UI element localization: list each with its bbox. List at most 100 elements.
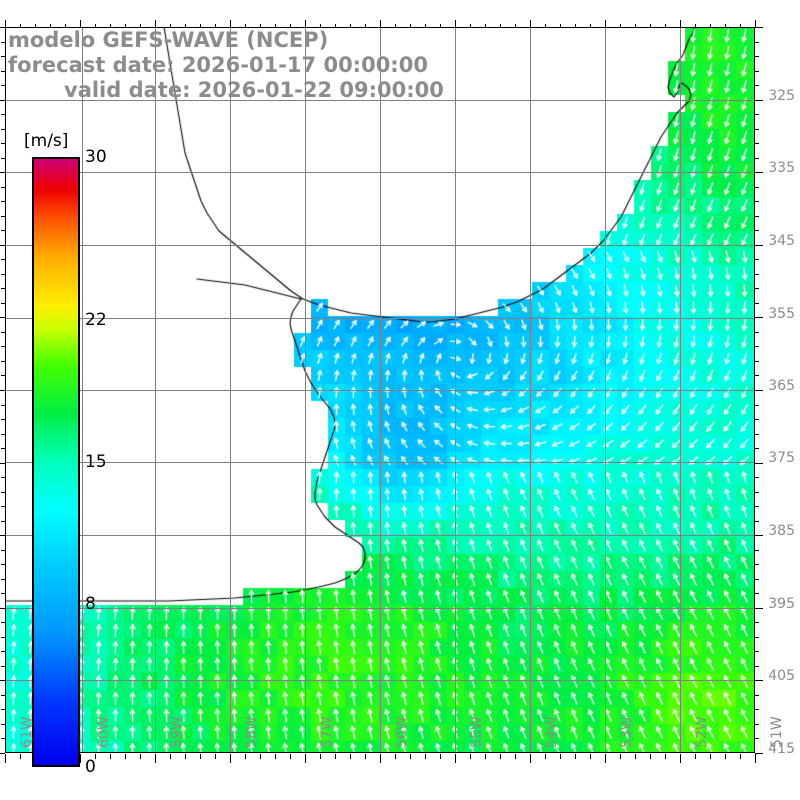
gridline-horizontal [5,318,755,319]
tick-mark [755,738,760,739]
tick-mark [755,317,763,318]
tick-mark [755,390,763,391]
axis-ticks-bottom [5,754,756,763]
tick-mark [755,332,760,333]
tick-mark [80,754,81,763]
tick-mark [275,754,276,759]
tick-mark [755,71,760,72]
tick-mark [755,608,763,609]
tick-mark [755,303,760,304]
tick-mark [755,535,763,536]
gridline-horizontal [5,680,755,681]
tick-mark [755,27,763,28]
gridline-horizontal [5,27,755,28]
right-axis-label-405: 405 [768,668,795,684]
tick-mark [755,593,760,594]
bottom-axis-label-52W: 52W [694,716,710,748]
tick-mark [755,216,760,217]
gridline-horizontal [5,535,755,536]
tick-mark [200,754,201,759]
tick-mark [635,754,636,759]
tick-mark [515,754,516,759]
tick-mark [755,346,760,347]
colorbar-units-label: [m/s] [24,131,69,151]
tick-mark [755,695,760,696]
tick-mark [755,129,760,130]
tick-mark [20,754,21,759]
tick-mark [170,754,171,759]
gridline-horizontal [5,608,755,609]
tick-mark [755,419,760,420]
tick-mark [320,754,321,759]
tick-mark [560,754,561,759]
tick-mark [755,56,760,57]
tick-mark [470,754,471,759]
tick-mark [395,754,396,759]
tick-mark [455,754,456,763]
tick-mark [605,754,606,763]
tick-mark [590,754,591,759]
bottom-axis-label-51W: 51W [769,716,785,748]
right-axis-label-345: 345 [768,233,795,249]
tick-mark [725,754,726,759]
colorbar-tick-30: 30 [85,147,107,167]
tick-mark [755,622,760,623]
colorbar-tick-0: 0 [85,757,96,777]
tick-mark [755,709,760,710]
bottom-axis-label-55W: 55W [469,716,485,748]
tick-mark [755,187,760,188]
gridline-horizontal [5,462,755,463]
tick-mark [530,754,531,763]
tick-mark [230,754,231,763]
tick-mark [755,85,760,86]
tick-mark [755,361,760,362]
tick-mark [425,754,426,759]
tick-mark [650,754,651,759]
tick-mark [215,754,216,759]
tick-mark [755,405,760,406]
tick-mark [755,680,763,681]
tick-mark [440,754,441,759]
bottom-axis-label-59W: 59W [169,716,185,748]
tick-mark [755,754,756,763]
tick-mark [140,754,141,759]
right-axis-label-385: 385 [768,523,795,539]
tick-mark [335,754,336,759]
tick-mark [755,172,763,173]
tick-mark [755,259,760,260]
bottom-axis-label-61W: 61W [19,716,35,748]
right-axis-label-335: 335 [768,160,795,176]
colorbar-tick-15: 15 [85,452,107,472]
bottom-axis-label-57W: 57W [319,716,335,748]
tick-mark [305,754,306,763]
tick-mark [755,274,760,275]
tick-mark [245,754,246,759]
tick-mark [575,754,576,759]
tick-mark [0,753,5,754]
right-axis-label-375: 375 [768,450,795,466]
tick-mark [260,754,261,759]
tick-mark [755,448,760,449]
map-plot-area[interactable] [5,27,755,753]
tick-mark [755,463,763,464]
tick-mark [665,754,666,759]
tick-mark [755,201,760,202]
tick-mark [755,143,760,144]
bottom-axis-label-54W: 54W [544,716,560,748]
gridline-horizontal [5,390,755,391]
tick-mark [680,754,681,763]
right-axis-label-395: 395 [768,596,795,612]
bottom-axis-label-58W: 58W [244,716,260,748]
tick-mark [695,754,696,759]
tick-mark [155,754,156,763]
tick-mark [755,42,760,43]
tick-mark [755,564,760,565]
tick-mark [380,754,381,763]
tick-mark [125,754,126,759]
colorbar-gradient [32,157,80,767]
tick-mark [755,492,760,493]
bottom-axis-label-56W: 56W [394,716,410,748]
colorbar[interactable] [32,157,80,767]
tick-mark [755,550,760,551]
